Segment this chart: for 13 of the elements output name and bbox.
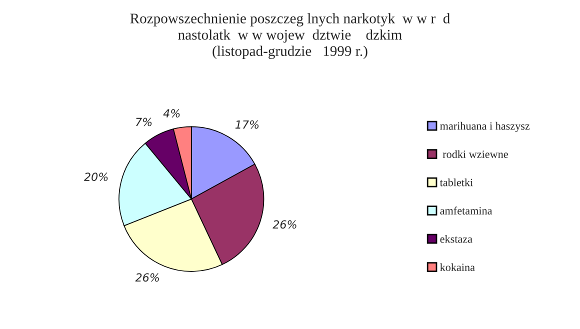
data-label: 26% <box>272 220 296 229</box>
data-label: 17% <box>235 120 259 129</box>
chart-title: Rozpowszechnienie poszczeg lnych narkotyk w w r d nastolatk w w wojew dztwie dzkim (listopad-grudzie 1999 r.) <box>130 13 450 59</box>
legend-label: amfetamina <box>440 206 492 215</box>
data-label: 4% <box>163 109 180 118</box>
legend-label: tabletki <box>440 178 473 186</box>
legend-label: marihuana i haszysz <box>440 122 530 132</box>
legend-label: rodki wziewne <box>442 150 508 158</box>
legend-label: kokaina <box>440 263 475 272</box>
legend-label: ekstaza <box>440 234 472 243</box>
data-label: 7% <box>136 118 152 126</box>
data-label: 26% <box>135 273 159 282</box>
data-label: 20% <box>84 172 108 182</box>
